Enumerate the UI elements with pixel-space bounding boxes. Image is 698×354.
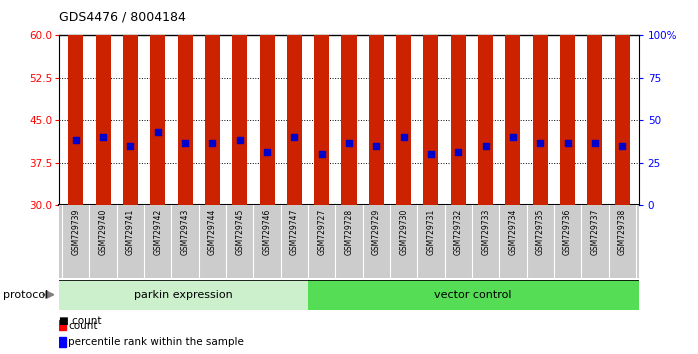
Bar [177, 0, 193, 205]
Bar [96, 0, 110, 205]
Point [262, 149, 273, 154]
Text: GSM729738: GSM729738 [618, 209, 627, 255]
Text: count: count [68, 321, 98, 331]
Text: GDS4476 / 8004184: GDS4476 / 8004184 [59, 11, 186, 24]
Bar [314, 16, 329, 205]
Point [125, 143, 136, 149]
Text: GSM729732: GSM729732 [454, 209, 463, 255]
Bar [123, 0, 138, 205]
Text: GSM729743: GSM729743 [181, 209, 190, 255]
Text: GSM729747: GSM729747 [290, 209, 299, 255]
Bar [59, 280, 308, 310]
Text: GSM729727: GSM729727 [317, 209, 326, 255]
Point [316, 152, 327, 157]
Text: GSM729733: GSM729733 [481, 209, 490, 255]
Bar [287, 0, 302, 205]
Bar [68, 0, 83, 205]
Point [70, 137, 81, 143]
Bar [451, 16, 466, 205]
Point [562, 140, 573, 146]
Point [98, 135, 109, 140]
Bar [615, 10, 630, 205]
Bar [396, 21, 411, 205]
Point [371, 143, 382, 149]
Text: GSM729745: GSM729745 [235, 209, 244, 255]
Bar [232, 0, 247, 205]
Point [343, 140, 355, 146]
Point [179, 140, 191, 146]
Text: GSM729729: GSM729729 [372, 209, 381, 255]
Text: GSM729736: GSM729736 [563, 209, 572, 255]
Bar [533, 0, 548, 205]
Point [398, 135, 409, 140]
Text: GSM729728: GSM729728 [345, 209, 353, 255]
Bar [369, 7, 384, 205]
Text: GSM729731: GSM729731 [426, 209, 436, 255]
Text: ■ count: ■ count [59, 316, 102, 326]
Text: GSM729734: GSM729734 [508, 209, 517, 255]
Point [152, 129, 163, 135]
Text: GSM729739: GSM729739 [71, 209, 80, 255]
Bar [308, 280, 639, 310]
Text: GSM729735: GSM729735 [536, 209, 545, 255]
Text: GSM729740: GSM729740 [98, 209, 107, 255]
Text: vector control: vector control [434, 290, 512, 300]
Text: GSM729737: GSM729737 [591, 209, 600, 255]
Text: GSM729741: GSM729741 [126, 209, 135, 255]
Point [617, 143, 628, 149]
Text: percentile rank within the sample: percentile rank within the sample [68, 337, 244, 347]
Bar [341, 6, 357, 205]
Point [535, 140, 546, 146]
Bar [260, 31, 274, 205]
Point [589, 140, 600, 146]
Bar [59, 320, 66, 330]
Bar [478, 0, 493, 205]
Point [480, 143, 491, 149]
Point [234, 137, 245, 143]
Bar [588, 0, 602, 205]
Point [207, 140, 218, 146]
Bar [150, 0, 165, 205]
Point [425, 152, 436, 157]
Text: parkin expression: parkin expression [134, 290, 233, 300]
Bar [205, 0, 220, 205]
Bar [560, 0, 575, 205]
Point [453, 149, 464, 154]
Point [289, 135, 300, 140]
Point [507, 135, 519, 140]
Bar [424, 29, 438, 205]
Text: GSM729746: GSM729746 [262, 209, 272, 255]
Text: GSM729730: GSM729730 [399, 209, 408, 255]
Text: protocol: protocol [3, 290, 49, 300]
Bar [59, 337, 66, 347]
Bar [505, 0, 521, 205]
Text: GSM729744: GSM729744 [208, 209, 217, 255]
Text: GSM729742: GSM729742 [153, 209, 162, 255]
